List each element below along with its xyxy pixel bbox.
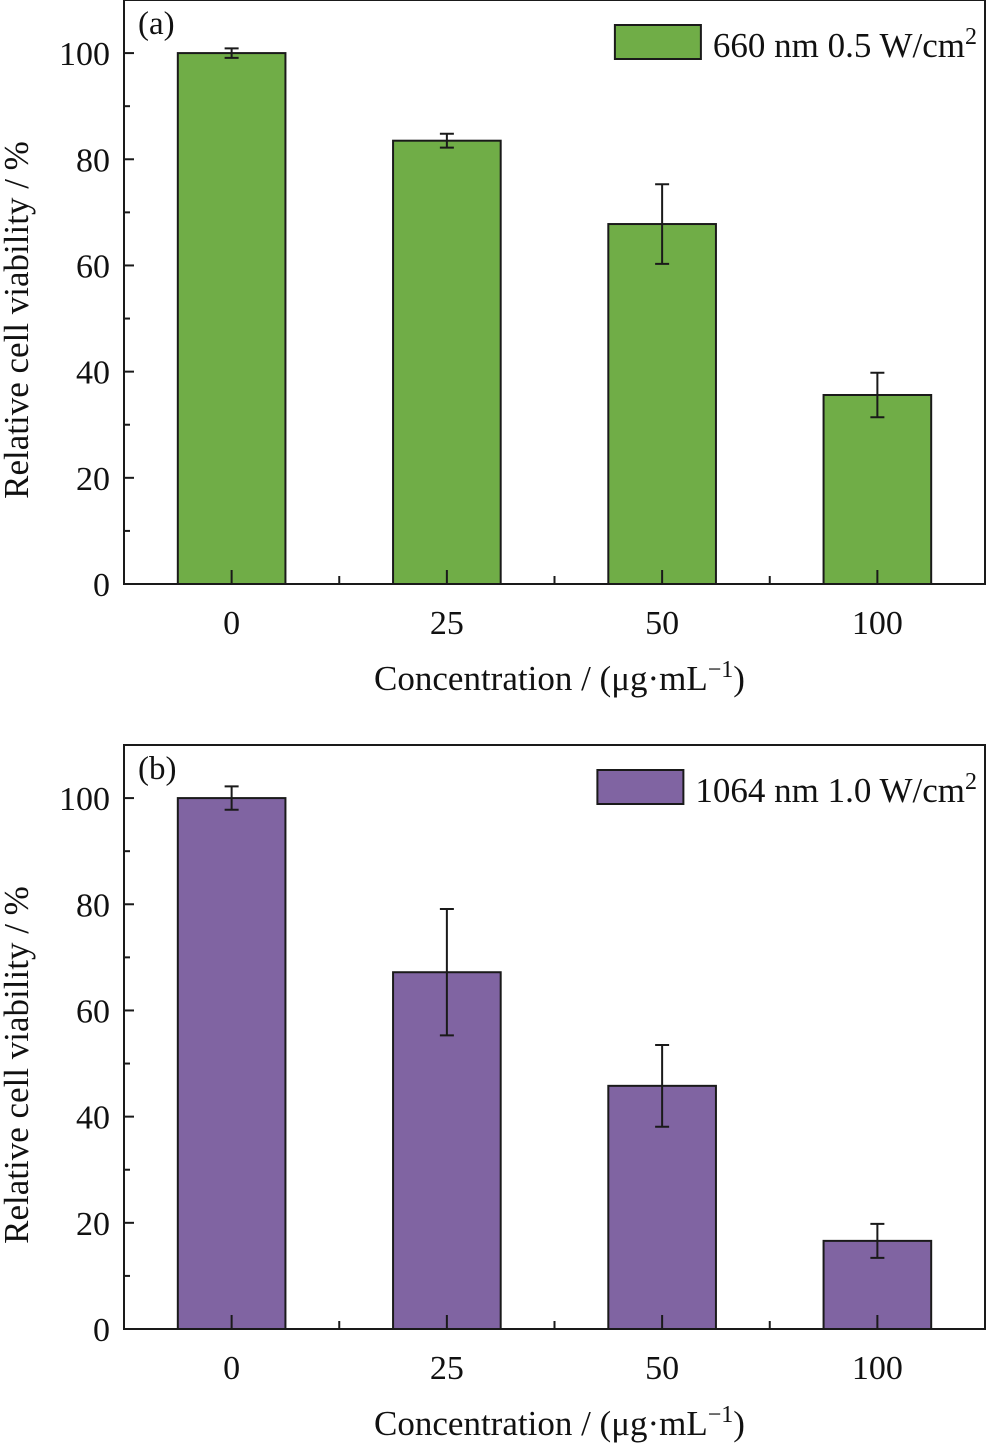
- bar-100: [822, 393, 933, 585]
- chart-panel-a: 0 20 40 60 80 100 0 25 50 100 Concentration / (μg·…: [0, 0, 986, 698]
- y-axis-title: Relative cell viability / %: [0, 141, 36, 499]
- x-tick-label: 0: [223, 605, 240, 642]
- error-bar-25: [439, 908, 454, 1037]
- error-bar-25: [439, 132, 454, 149]
- x-tick-label: 25: [430, 605, 464, 642]
- y-axis-title: Relative cell viability / %: [0, 886, 36, 1244]
- x-axis-title: Concentration / (μg·mL−1): [374, 657, 745, 698]
- x-tick-label: 100: [852, 605, 903, 642]
- error-bar-0: [224, 47, 239, 59]
- panel-label: (a): [138, 6, 175, 42]
- x-tick-label: 0: [223, 1350, 240, 1387]
- legend-label-main: 660 nm 0.5 W/cm: [713, 26, 965, 65]
- bar-0: [176, 797, 287, 1330]
- y-tick-label: 100: [59, 781, 110, 818]
- y-tick-label: 80: [76, 142, 110, 179]
- x-axis-title-main: Concentration / (μg·mL: [374, 659, 708, 698]
- y-tick-label: 20: [76, 461, 110, 498]
- bar-25: [392, 139, 502, 585]
- x-tick-label: 50: [645, 605, 679, 642]
- legend-label: 660 nm 0.5 W/cm2: [713, 24, 977, 65]
- y-tick-label: 80: [76, 887, 110, 924]
- y-tick-label: 0: [93, 567, 110, 604]
- error-bar-100: [870, 1222, 885, 1259]
- legend-label-sup: 2: [965, 24, 977, 50]
- legend-label-sup: 2: [965, 769, 977, 795]
- x-axis-title-sup: −1: [708, 657, 734, 683]
- bar-50: [607, 223, 717, 585]
- error-bar-50: [655, 1043, 670, 1128]
- x-tick-label: 25: [430, 1350, 464, 1387]
- chart-panel-b: 0 20 40 60 80 100 0 25 50 100 Concentration / (μg·…: [0, 744, 986, 1443]
- y-tick-label: 40: [76, 355, 110, 392]
- error-bar-50: [655, 183, 670, 265]
- bar-0: [176, 52, 287, 586]
- error-bar-0: [224, 785, 239, 811]
- y-tick-label: 40: [76, 1100, 110, 1137]
- y-tick-label: 20: [76, 1206, 110, 1243]
- x-axis-title-main: Concentration / (μg·mL: [374, 1404, 708, 1443]
- y-tick-label: 60: [76, 993, 110, 1030]
- y-tick-label: 100: [59, 36, 110, 73]
- x-axis-title-end: ): [733, 659, 745, 698]
- x-tick-label: 50: [645, 1350, 679, 1387]
- x-axis-title-sup: −1: [708, 1402, 734, 1428]
- legend-swatch: [596, 769, 685, 805]
- legend-label: 1064 nm 1.0 W/cm2: [695, 769, 977, 810]
- panel-label: (b): [138, 751, 176, 787]
- x-tick-label: 100: [852, 1350, 903, 1387]
- x-axis-title: Concentration / (μg·mL−1): [374, 1402, 745, 1443]
- error-bar-100: [870, 371, 885, 419]
- x-axis-title-end: ): [733, 1404, 745, 1443]
- y-tick-label: 0: [93, 1312, 110, 1349]
- legend-label-main: 1064 nm 1.0 W/cm: [695, 771, 965, 810]
- y-tick-label: 60: [76, 248, 110, 285]
- legend-swatch: [613, 24, 702, 60]
